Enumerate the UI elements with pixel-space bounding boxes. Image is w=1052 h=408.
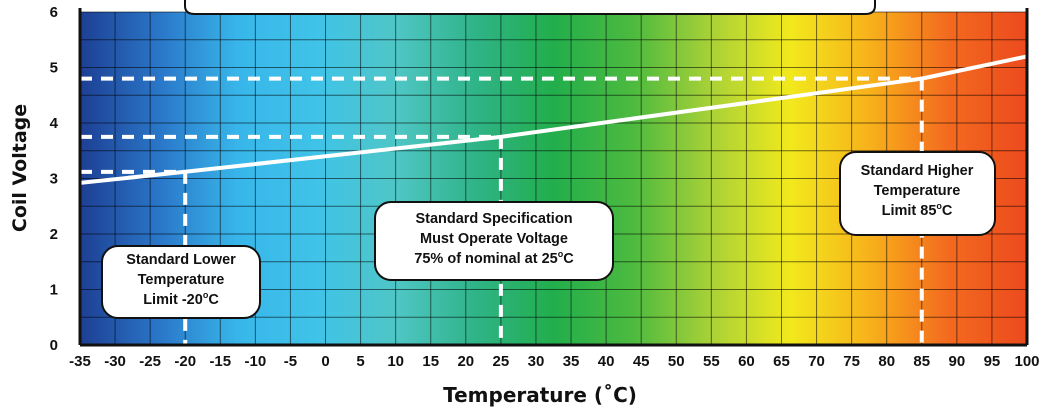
x-tick-label: 45	[633, 353, 650, 370]
y-tick-label: 0	[50, 337, 58, 354]
x-tick-label: 95	[984, 353, 1001, 370]
y-tick-label: 5	[50, 60, 58, 77]
y-axis-title: Coil Voltage	[9, 104, 31, 232]
x-tick-label: 100	[1014, 353, 1039, 370]
y-tick-label: 4	[50, 115, 59, 132]
callout-line: Standard Higher	[861, 163, 974, 179]
callout-line: Must Operate Voltage	[420, 231, 568, 247]
x-tick-label: -10	[245, 353, 267, 370]
callout-box	[374, 201, 614, 281]
x-tick-label: 20	[457, 353, 474, 370]
callout-line: Temperature	[874, 183, 961, 199]
callouts: Standard Lower Temperature Limit -20oC Stan…	[101, 151, 996, 319]
y-tick-label: 2	[50, 226, 58, 243]
x-tick-labels: -35 -30 -25 -20 -15 -10 -5 0 5 10 15 20 25 30 35 40 45 50…	[69, 353, 1039, 370]
callout-line: Limit -20oC	[143, 290, 219, 308]
x-tick-label: 5	[356, 353, 364, 370]
x-tick-label: 25	[493, 353, 510, 370]
x-tick-label: 85	[913, 353, 930, 370]
x-tick-label: -35	[69, 353, 91, 370]
y-tick-label: 1	[50, 282, 58, 299]
callout-line: Standard Specification	[415, 211, 572, 227]
voltage-line	[79, 54, 1028, 185]
y-tick-label: 3	[50, 171, 58, 188]
x-tick-label: -25	[139, 353, 161, 370]
x-tick-label: -15	[209, 353, 231, 370]
x-tick-label: -5	[284, 353, 297, 370]
x-tick-label: 75	[843, 353, 860, 370]
y-tick-labels: 0 1 2 3 4 5 6	[50, 4, 59, 354]
callout-line: Temperature	[138, 272, 225, 288]
x-tick-label: 0	[321, 353, 329, 370]
callout-box	[101, 245, 261, 319]
x-axis-title: Temperature (˚C)	[443, 383, 637, 407]
callout-box	[839, 151, 996, 236]
x-tick-label: 50	[668, 353, 685, 370]
x-tick-label: 90	[949, 353, 966, 370]
x-tick-label: 80	[878, 353, 895, 370]
x-tick-label: 30	[528, 353, 545, 370]
x-tick-label: 35	[563, 353, 580, 370]
callout-line: 75% of nominal at 25oC	[414, 249, 574, 267]
top-banner-frame	[184, 0, 876, 15]
x-tick-label: 10	[387, 353, 404, 370]
x-tick-label: -30	[104, 353, 126, 370]
x-tick-label: 55	[703, 353, 720, 370]
x-tick-label: 15	[422, 353, 439, 370]
axes	[78, 8, 1029, 347]
x-tick-label: 40	[598, 353, 615, 370]
x-tick-label: -20	[174, 353, 196, 370]
y-tick-label: 6	[50, 4, 58, 21]
x-tick-label: 70	[808, 353, 825, 370]
x-tick-label: 60	[738, 353, 755, 370]
callout-line: Limit 85oC	[882, 201, 953, 219]
x-tick-label: 65	[773, 353, 790, 370]
callout-line: Standard Lower	[126, 252, 236, 268]
